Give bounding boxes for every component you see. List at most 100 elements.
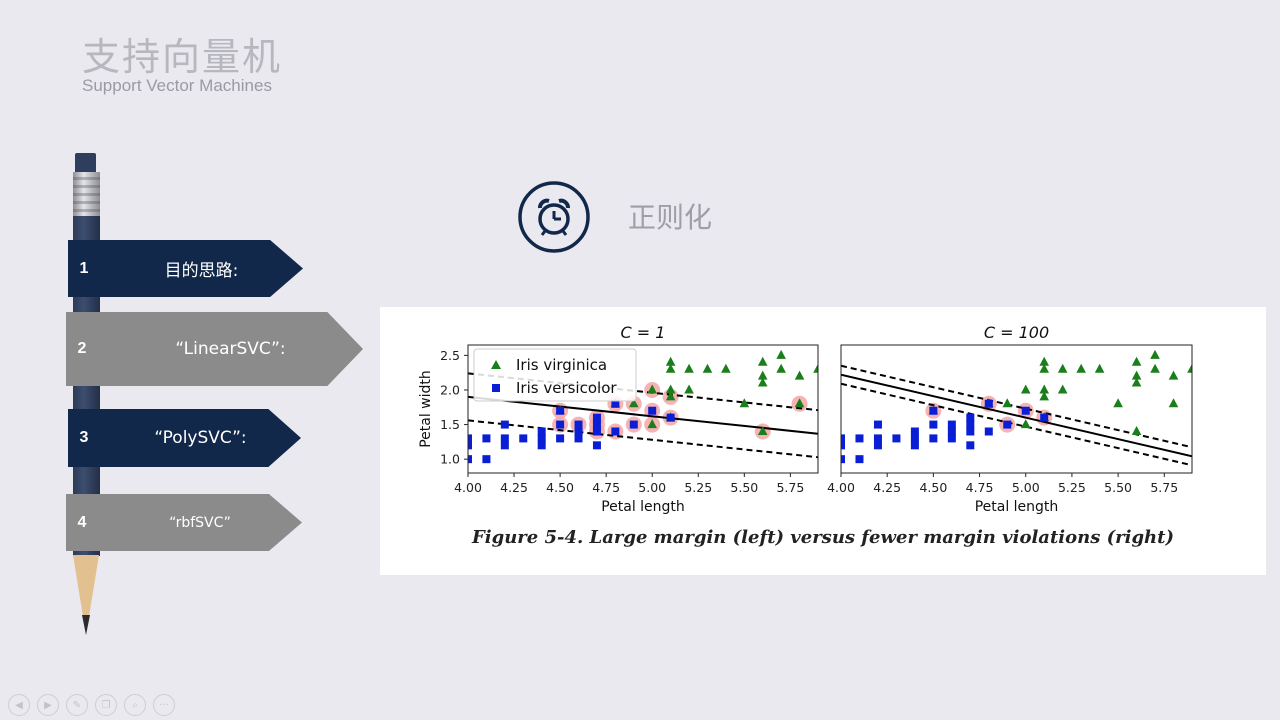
step-4[interactable]: 4 “rbfSVC” <box>66 494 302 551</box>
virginica-point <box>1168 370 1179 380</box>
versicolor-point <box>984 427 993 436</box>
slideshow-controls: ◀ ▶ ✎ ❐ ⌕ ··· <box>8 694 175 716</box>
versicolor-point <box>468 441 472 450</box>
svm-margin-charts: C = 1 4.00 4.25 4.50 4.75 5.00 5.25 5.50 5.75 1.0… <box>418 323 1193 515</box>
section-title: 正则化 <box>628 201 713 234</box>
prev-icon[interactable]: ◀ <box>8 694 30 716</box>
pencil-lead <box>82 615 90 635</box>
versicolor-point <box>966 413 975 422</box>
virginica-point <box>1131 377 1142 387</box>
pencil-graphic <box>60 150 120 640</box>
virginica-point <box>757 425 768 435</box>
versicolor-point <box>873 434 882 443</box>
virginica-point <box>757 377 768 387</box>
legend-label: Iris versicolor <box>516 379 617 397</box>
virginica-point <box>1039 391 1050 401</box>
versicolor-point <box>592 427 601 436</box>
virginica-point <box>647 419 658 429</box>
virginica-point <box>1187 363 1192 373</box>
copy-icon[interactable]: ❐ <box>95 694 117 716</box>
chart-title: C = 1 <box>621 323 666 342</box>
versicolor-point <box>500 420 509 429</box>
versicolor-point <box>482 434 491 443</box>
virginica-point <box>1039 356 1050 366</box>
x-tick-label: 5.00 <box>1012 480 1040 495</box>
step-2[interactable]: 2 “LinearSVC”: <box>66 312 363 386</box>
versicolor-point <box>929 406 938 415</box>
virginica-point <box>1131 356 1142 366</box>
versicolor-point <box>1021 406 1030 415</box>
figure-caption: Figure 5-4. Large margin (left) versus f… <box>472 527 1174 548</box>
versicolor-point <box>611 399 620 408</box>
versicolor-point <box>841 441 845 450</box>
virginica-point <box>702 363 713 373</box>
plot-frame <box>840 344 1193 474</box>
x-tick-label: 5.25 <box>684 480 712 495</box>
legend-box <box>473 348 637 402</box>
margin-lower-line <box>841 382 1192 467</box>
x-tick-label: 5.75 <box>776 480 804 495</box>
virginica-point <box>1150 349 1160 359</box>
x-tick-label: 5.50 <box>1104 480 1132 495</box>
virginica-point <box>1020 384 1031 394</box>
versicolor-point <box>500 441 509 450</box>
virginica-point <box>1057 363 1068 373</box>
virginica-point <box>665 391 676 401</box>
versicolor-point <box>984 399 993 408</box>
x-tick-label: 4.75 <box>592 480 620 495</box>
y-axis-label: Petal width <box>418 370 434 448</box>
decision-boundary-line <box>468 395 818 435</box>
versicolor-point <box>537 427 546 436</box>
virginica-point <box>721 363 731 373</box>
step-number: 3 <box>79 429 89 446</box>
plot-area <box>468 349 818 464</box>
margin-upper-line <box>468 372 818 412</box>
virginica-point <box>1168 398 1179 408</box>
x-tick-label: 4.50 <box>546 480 574 495</box>
virginica-point <box>665 356 676 366</box>
versicolor-point <box>947 427 956 436</box>
step-label: 目的思路: <box>164 261 239 281</box>
versicolor-point <box>500 434 509 443</box>
x-axis-label: Petal length <box>975 499 1059 515</box>
zoom-icon[interactable]: ⌕ <box>124 694 146 716</box>
virginica-point <box>1113 398 1123 408</box>
step-1[interactable]: 1 目的思路: <box>68 240 303 297</box>
versicolor-point <box>648 406 657 415</box>
x-axis-label: Petal length <box>601 499 685 515</box>
versicolor-point <box>855 434 864 443</box>
virginica-point <box>1002 398 1013 408</box>
legend-versicolor-marker <box>492 384 500 392</box>
plot-area <box>841 349 1192 467</box>
legend-virginica-marker <box>491 360 501 369</box>
versicolor-point <box>592 441 601 450</box>
versicolor-point <box>873 441 882 450</box>
versicolor-point <box>556 406 565 415</box>
versicolor-point <box>574 434 583 443</box>
virginica-point <box>757 370 768 380</box>
step-label: “PolySVC”: <box>154 428 247 448</box>
versicolor-point <box>929 434 938 443</box>
next-icon[interactable]: ▶ <box>37 694 59 716</box>
virginica-point <box>739 398 750 408</box>
step-number: 4 <box>77 513 87 531</box>
versicolor-point <box>556 420 565 429</box>
versicolor-point <box>873 420 882 429</box>
virginica-point <box>776 363 786 373</box>
x-tick-label: 5.50 <box>730 480 758 495</box>
versicolor-point <box>468 434 472 443</box>
versicolor-point <box>519 434 528 443</box>
virginica-point <box>776 349 786 359</box>
pen-icon[interactable]: ✎ <box>66 694 88 716</box>
x-tick-label: 4.25 <box>873 480 901 495</box>
more-icon[interactable]: ··· <box>153 694 175 716</box>
versicolor-point <box>482 455 491 464</box>
x-tick-label: 4.00 <box>454 480 482 495</box>
virginica-point <box>628 398 639 408</box>
step-3[interactable]: 3 “PolySVC”: <box>68 409 301 467</box>
virginica-point <box>1131 425 1142 435</box>
versicolor-point <box>966 441 975 450</box>
slide-title: 支持向量机 <box>82 35 283 79</box>
virginica-point <box>1039 363 1050 373</box>
x-tick-label: 5.25 <box>1058 480 1086 495</box>
